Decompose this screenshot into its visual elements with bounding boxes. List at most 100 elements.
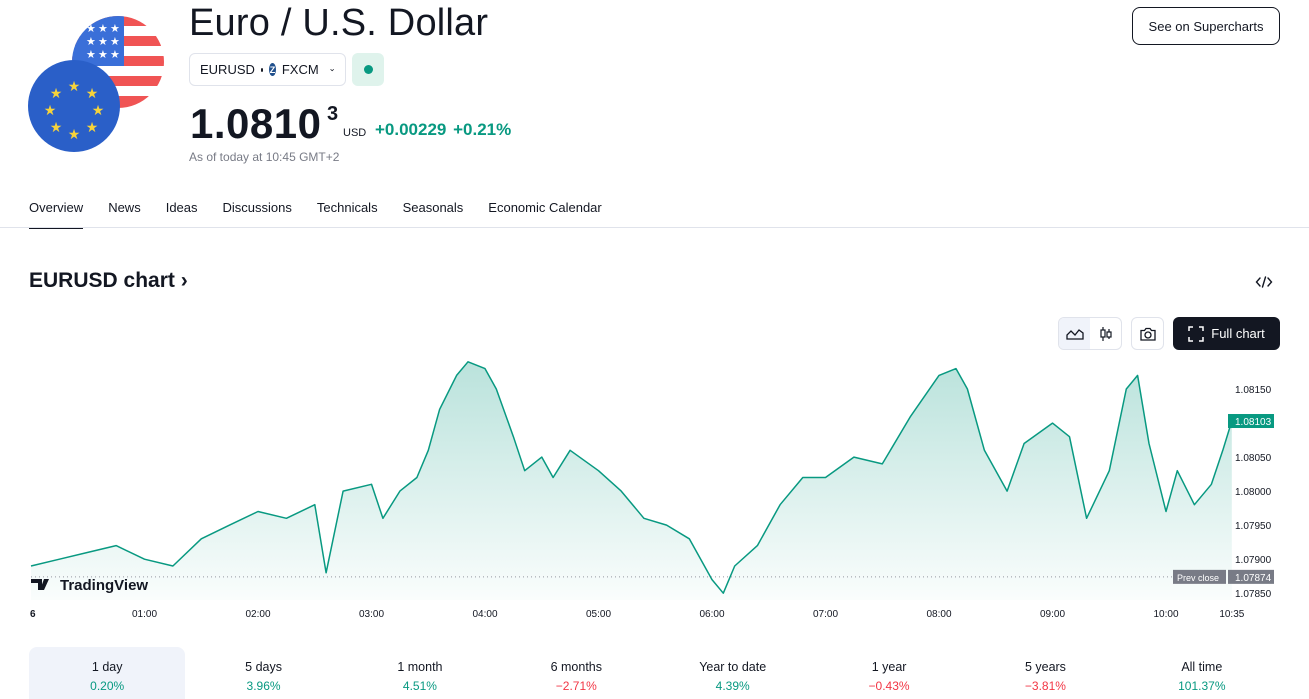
last-price-tag-label: 1.08103 [1235, 417, 1272, 428]
period-label: 5 days [245, 660, 282, 674]
svg-text:★: ★ [92, 103, 105, 119]
chevron-down-icon [330, 68, 334, 71]
last-price: 1.0810 [190, 100, 322, 147]
period-label: 1 year [871, 660, 907, 674]
symbol-logo: ★ ★ ★ ★ ★ ★ ★ ★ ★ ★ ★ ★ ★ ★ ★ ★ ★ [28, 16, 168, 156]
page-title: Euro / U.S. Dollar [189, 2, 489, 44]
svg-text:★: ★ [98, 22, 108, 35]
period-button[interactable]: 6 months −2.71% [498, 647, 654, 699]
x-tick-label: 08:00 [926, 609, 951, 620]
x-tick-label: 07:00 [813, 609, 838, 620]
prev-close-value-tag [1228, 569, 1274, 584]
chart-style-toggle [1058, 317, 1122, 350]
embed-code-icon[interactable] [1254, 272, 1274, 292]
tradingview-brand: TradingView [60, 577, 148, 594]
tab-discussions[interactable]: Discussions [222, 200, 292, 215]
last-price-tag [1228, 414, 1274, 429]
period-change: −3.81% [1024, 679, 1066, 693]
symbol-exchange-selector[interactable]: EURUSD Z FXCM [189, 53, 346, 86]
period-change: −2.71% [555, 679, 597, 693]
period-label: 5 years [1024, 660, 1066, 674]
candles-icon [1099, 326, 1112, 341]
prev-close-value-label: 1.07874 [1235, 573, 1272, 584]
x-tick-label: 09:00 [1040, 609, 1065, 620]
period-change: 3.96% [246, 679, 281, 693]
y-tick-label: 1.08050 [1235, 453, 1272, 464]
x-tick-label: 03:00 [359, 609, 384, 620]
svg-text:★: ★ [98, 35, 108, 48]
y-tick-label: 1.07900 [1235, 555, 1272, 566]
svg-text:★: ★ [110, 48, 120, 61]
full-chart-label: Full chart [1211, 326, 1265, 341]
svg-text:★: ★ [86, 120, 99, 136]
price-line [30, 361, 1233, 594]
svg-text:★: ★ [86, 48, 96, 61]
chart-heading-text: EURUSD chart [29, 269, 175, 292]
price-timestamp: As of today at 10:45 GMT+2 [189, 150, 340, 164]
y-tick-label: 1.08000 [1235, 487, 1272, 498]
period-label: All time [1181, 660, 1223, 674]
prev-close-tag-label: Prev close [1177, 573, 1219, 583]
area-chart-button[interactable] [1059, 318, 1090, 349]
section-tabs: Overview News Ideas Discussions Technica… [29, 200, 627, 229]
eu-flag-icon: ★ ★ ★ ★ ★ ★ ★ ★ [28, 60, 120, 152]
period-label: 1 month [397, 660, 443, 674]
market-status-badge[interactable] [352, 53, 384, 86]
x-tick-label: 05:00 [586, 609, 611, 620]
x-tick-label: 6 [30, 609, 36, 620]
period-button[interactable]: 1 year −0.43% [811, 647, 967, 699]
svg-text:★: ★ [86, 22, 96, 35]
period-button[interactable]: Year to date 4.39% [655, 647, 811, 699]
prev-close-tag [1173, 569, 1226, 584]
price-currency: USD [343, 127, 367, 139]
tab-economic-calendar[interactable]: Economic Calendar [488, 200, 602, 215]
period-button[interactable]: 5 years −3.81% [967, 647, 1123, 699]
y-tick-label: 1.08150 [1235, 385, 1272, 396]
period-button[interactable]: 5 days 3.96% [185, 647, 341, 699]
svg-text:★: ★ [110, 22, 120, 35]
svg-text:★: ★ [50, 86, 63, 102]
tab-overview[interactable]: Overview [29, 200, 84, 229]
period-change: 101.37% [1178, 679, 1226, 693]
exchange-label: FXCM [281, 62, 319, 77]
svg-text:★: ★ [86, 86, 99, 102]
tab-seasonals[interactable]: Seasonals [402, 200, 464, 215]
period-button[interactable]: All time 101.37% [1124, 647, 1280, 699]
price-chart[interactable]: 1.08150 1.08050 1.08000 1.07950 1.07900 1.078… [0, 355, 1309, 630]
x-tick-label: 10:35 [1219, 609, 1244, 620]
tradingview-logo[interactable]: TradingView [31, 577, 148, 594]
x-tick-label: 01:00 [132, 609, 157, 620]
separator-dot [260, 67, 264, 72]
period-change: 0.20% [90, 679, 125, 693]
snapshot-button[interactable] [1131, 317, 1164, 350]
full-chart-button[interactable]: Full chart [1173, 317, 1280, 350]
period-label: Year to date [699, 660, 767, 674]
svg-text:★: ★ [68, 127, 81, 143]
x-tick-label: 06:00 [699, 609, 724, 620]
candles-chart-button[interactable] [1090, 318, 1121, 349]
see-on-supercharts-button[interactable]: See on Supercharts [1132, 7, 1280, 45]
tab-ideas[interactable]: Ideas [165, 200, 198, 215]
chevron-right-icon: › [174, 269, 188, 292]
tab-news[interactable]: News [108, 200, 141, 215]
period-change: 4.51% [402, 679, 437, 693]
chart-heading-link[interactable]: EURUSD chart › [29, 269, 188, 293]
area-chart-icon [1065, 328, 1084, 340]
svg-text:★: ★ [44, 103, 57, 119]
x-tick-label: 10:00 [1153, 609, 1178, 620]
svg-text:★: ★ [50, 120, 63, 136]
svg-text:★: ★ [86, 35, 96, 48]
tabs-divider [0, 227, 1309, 228]
period-button[interactable]: 1 month 4.51% [342, 647, 498, 699]
fullscreen-icon [1188, 325, 1205, 342]
period-label: 6 months [550, 660, 603, 674]
y-tick-label: 1.07850 [1235, 589, 1272, 600]
y-tick-label: 1.07950 [1235, 521, 1272, 532]
price-area-fill [31, 361, 1232, 600]
tab-technicals[interactable]: Technicals [316, 200, 378, 215]
svg-text:★: ★ [110, 35, 120, 48]
x-tick-label: 02:00 [245, 609, 270, 620]
period-button[interactable]: 1 day 0.20% [29, 647, 186, 699]
symbol-label: EURUSD [200, 62, 255, 77]
fxcm-logo-icon: Z [269, 63, 276, 76]
